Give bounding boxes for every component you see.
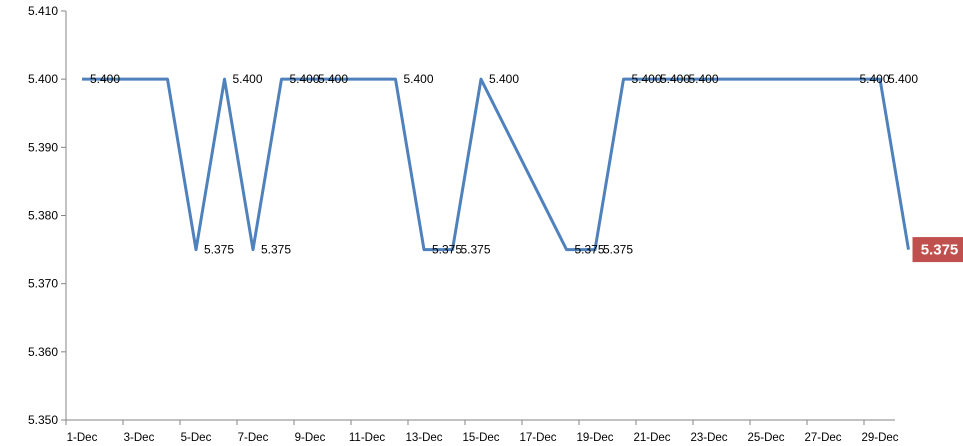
data-label: 5.375 (261, 243, 291, 257)
axis-ticks (61, 10, 865, 425)
x-tick-label: 23-Dec (690, 432, 727, 444)
data-label: 5.375 (461, 243, 491, 257)
y-tick-label: 5.370 (28, 277, 58, 291)
x-tick-label: 15-Dec (462, 432, 499, 444)
y-tick-label: 5.350 (28, 413, 58, 427)
series-line (82, 77, 910, 252)
data-label: 5.375 (575, 243, 605, 257)
data-label: 5.400 (489, 72, 519, 86)
y-tick-label: 5.410 (28, 4, 58, 18)
data-label: 5.400 (689, 72, 719, 86)
x-tick-label: 21-Dec (633, 432, 670, 444)
y-tick-label: 5.400 (28, 72, 58, 86)
data-label: 5.400 (660, 72, 690, 86)
x-tick-label: 29-Dec (861, 432, 898, 444)
y-tick-label: 5.390 (28, 140, 58, 154)
data-label: 5.400 (404, 72, 434, 86)
data-label: 5.400 (233, 72, 263, 86)
x-tick-label: 17-Dec (519, 432, 556, 444)
data-label: 5.400 (90, 72, 120, 86)
x-tick-label: 9-Dec (295, 432, 326, 444)
data-label: 5.375 (603, 243, 633, 257)
data-label: 5.400 (632, 72, 662, 86)
data-label: 5.375 (204, 243, 234, 257)
series-line-group (82, 77, 910, 252)
x-tick-label: 7-Dec (238, 432, 269, 444)
x-tick-label: 19-Dec (576, 432, 613, 444)
x-tick-label: 3-Dec (124, 432, 155, 444)
x-tick-label: 27-Dec (804, 432, 841, 444)
x-tick-label: 5-Dec (181, 432, 212, 444)
y-tick-label: 5.360 (28, 345, 58, 359)
y-tick-label: 5.380 (28, 209, 58, 223)
x-tick-label: 11-Dec (349, 432, 385, 444)
y-axis-tick-labels: 5.350 5.360 5.370 5.380 5.390 5.400 5.410 (28, 4, 58, 427)
x-tick-label: 25-Dec (747, 432, 784, 444)
data-label: 5.400 (888, 72, 918, 86)
data-label: 5.400 (860, 72, 890, 86)
data-label: 5.400 (318, 72, 348, 86)
x-tick-label: 13-Dec (405, 432, 442, 444)
last-value-badge: 5.375 (912, 237, 963, 263)
data-label: 5.400 (290, 72, 320, 86)
last-value-badge-bg (912, 237, 963, 263)
x-tick-label: 1-Dec (67, 432, 98, 444)
x-axis-tick-labels: 1-Dec 3-Dec 5-Dec 7-Dec 9-Dec 11-Dec 13-Dec 15-… (67, 432, 899, 444)
data-label: 5.375 (432, 243, 462, 257)
last-value-label: 5.375 (921, 242, 959, 259)
